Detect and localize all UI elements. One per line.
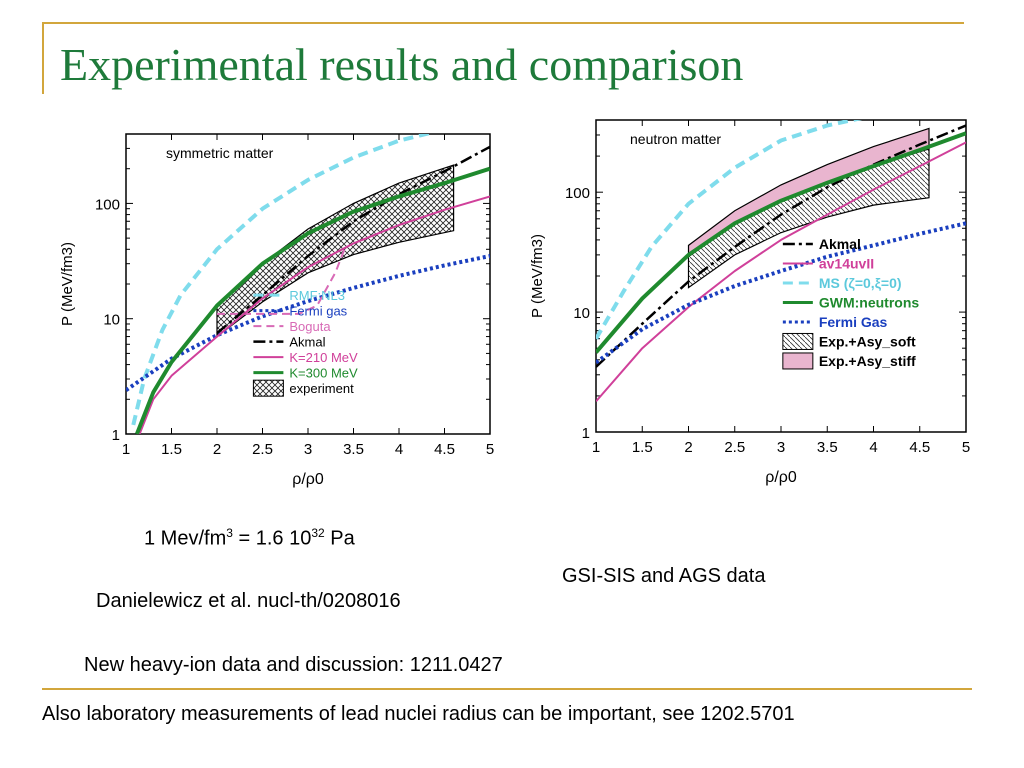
legend-label: Fermi gas (289, 304, 347, 319)
x-tick-label: 5 (962, 439, 970, 456)
x-tick-label: 5 (486, 441, 494, 458)
x-axis-label: ρ/ρ0 (292, 471, 324, 488)
y-tick-label: 1 (112, 427, 120, 444)
gsi-data-caption: GSI-SIS and AGS data (562, 565, 766, 587)
x-tick-label: 1.5 (632, 439, 653, 456)
x-tick-label: 4.5 (434, 441, 455, 458)
legend-swatch (782, 352, 814, 370)
legend-label: av14uvII (819, 255, 874, 271)
series-rmf-nl3 (131, 134, 435, 426)
legend-label: GWM:neutrons (819, 294, 920, 310)
x-tick-label: 3.5 (343, 441, 364, 458)
series-k-300-mev (135, 166, 490, 434)
band-experiment (216, 164, 455, 338)
x-axis-label: ρ/ρ0 (765, 469, 797, 486)
series-av14uvii (596, 141, 966, 403)
conversion-sup1: 3 (226, 526, 233, 540)
chart-svg: 1 1.5 2 2.5 3 3.5 4 4.5 5 1 10 100 ρ/ρ0 P (MeV/fm3) sy… (59, 133, 494, 488)
series-fermi-gas (126, 254, 490, 392)
series-fermi-gas (596, 221, 966, 365)
bottom-rule (42, 688, 972, 690)
series-gwm-neutrons (596, 131, 966, 354)
x-tick-label: 2.5 (252, 441, 273, 458)
conversion-sup2: 32 (311, 526, 325, 540)
legend: Akmal av14uvII MS (ζ=0,ξ=0) GWM:neutrons Fer… (782, 236, 920, 370)
x-tick-label: 3 (777, 439, 785, 456)
series-akmal (596, 124, 966, 368)
symmetric-matter-chart: 1 1.5 2 2.5 3 3.5 4 4.5 5 1 10 100 ρ/ρ0 P (MeV/fm3) sy… (44, 124, 496, 498)
y-tick-label: 100 (95, 196, 120, 213)
legend-label: K=300 MeV (289, 366, 358, 381)
x-tick-label: 2 (213, 441, 221, 458)
y-tick-label: 10 (103, 312, 120, 329)
legend-label: experiment (289, 381, 354, 396)
unit-conversion-caption: 1 Mev/fm3 = 1.6 1032 Pa (144, 526, 355, 551)
x-tick-label: 2.5 (724, 439, 745, 456)
conversion-prefix: 1 Mev/fm (144, 527, 227, 550)
x-tick-label: 1 (592, 439, 600, 456)
legend-label: Exp.+Asy_soft (819, 333, 916, 349)
chart-title: neutron matter (630, 131, 721, 147)
conversion-suffix: Pa (324, 527, 355, 550)
x-tick-label: 4 (869, 439, 877, 456)
legend-label: Akmal (289, 335, 325, 350)
x-tick-label: 3.5 (817, 439, 838, 456)
series-k-210-mev (138, 195, 490, 434)
series-ms-0-0 (596, 120, 863, 340)
legend-label: MS (ζ=0,ξ=0) (819, 275, 902, 291)
neutron-matter-chart: 1 1.5 2 2.5 3 3.5 4 4.5 5 1 10 100 ρ/ρ0 P (MeV/fm3) ne… (510, 112, 980, 504)
y-tick-label: 10 (573, 305, 590, 322)
chart-title: symmetric matter (166, 145, 274, 161)
legend-swatch (782, 332, 814, 350)
slide-title: Experimental results and comparison (60, 39, 744, 90)
x-tick-label: 2 (684, 439, 692, 456)
conversion-middle: = 1.6 10 (232, 527, 312, 550)
x-tick-label: 1 (122, 441, 130, 458)
new-data-caption: New heavy-ion data and discussion: 1211.… (84, 654, 503, 676)
y-tick-label: 1 (582, 425, 590, 442)
series-akmal (216, 145, 490, 335)
legend-label: RMF:NL3 (289, 288, 345, 303)
y-axis-label: P (MeV/fm3) (529, 234, 546, 318)
chart-svg: 1 1.5 2 2.5 3 3.5 4 4.5 5 1 10 100 ρ/ρ0 P (MeV/fm3) ne… (529, 119, 970, 486)
legend-swatch (252, 379, 284, 397)
legend-label: Akmal (819, 236, 861, 252)
x-tick-label: 1.5 (161, 441, 182, 458)
danielewicz-reference: Danielewicz et al. nucl-th/0208016 (96, 590, 401, 612)
lead-radius-caption: Also laboratory measurements of lead nuc… (42, 703, 795, 725)
legend-label: Fermi Gas (819, 314, 888, 330)
legend-label: Exp.+Asy_stiff (819, 353, 916, 369)
top-rule (42, 22, 964, 24)
x-tick-label: 3 (304, 441, 312, 458)
x-tick-label: 4 (395, 441, 403, 458)
y-axis-label: P (MeV/fm3) (59, 242, 76, 326)
x-tick-label: 4.5 (909, 439, 930, 456)
legend-label: K=210 MeV (289, 350, 358, 365)
left-rule (42, 22, 44, 94)
y-tick-label: 100 (565, 185, 590, 202)
legend-label: Boguta (289, 319, 331, 334)
